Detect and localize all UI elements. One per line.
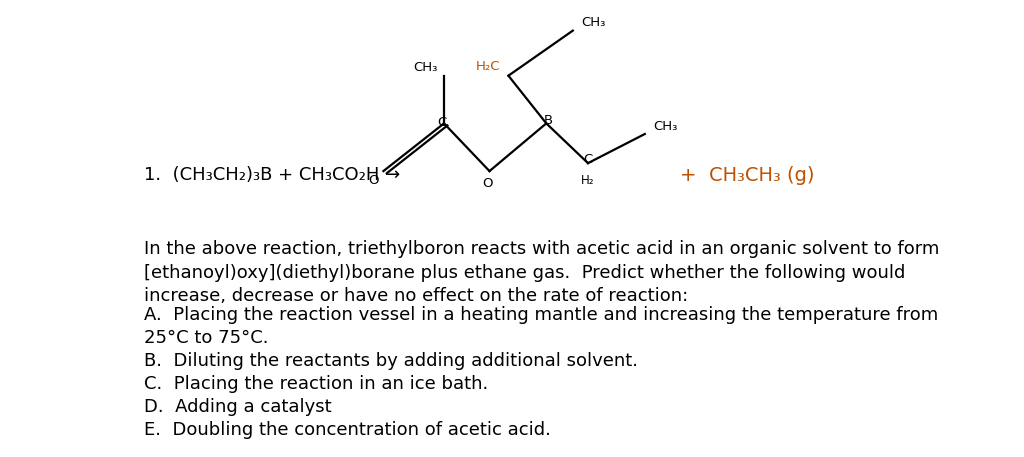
Text: In the above reaction, triethylboron reacts with acetic acid in an organic solve: In the above reaction, triethylboron rea… — [143, 239, 939, 258]
Text: [ethanoyl)oxy](diethyl)borane plus ethane gas.  Predict whether the following wo: [ethanoyl)oxy](diethyl)borane plus ethan… — [143, 264, 905, 282]
Text: CH₃: CH₃ — [413, 61, 437, 74]
Text: C: C — [437, 116, 446, 128]
Text: A.  Placing the reaction vessel in a heating mantle and increasing the temperatu: A. Placing the reaction vessel in a heat… — [143, 307, 938, 324]
Text: CH₃: CH₃ — [653, 120, 678, 133]
Text: E.  Doubling the concentration of acetic acid.: E. Doubling the concentration of acetic … — [143, 421, 551, 439]
Text: D.  Adding a catalyst: D. Adding a catalyst — [143, 398, 332, 416]
Text: +  CH₃CH₃ (g): + CH₃CH₃ (g) — [680, 166, 814, 185]
Text: H₂: H₂ — [582, 174, 595, 187]
Text: increase, decrease or have no effect on the rate of reaction:: increase, decrease or have no effect on … — [143, 287, 688, 305]
Text: O: O — [369, 174, 379, 187]
Text: B.  Diluting the reactants by adding additional solvent.: B. Diluting the reactants by adding addi… — [143, 352, 638, 370]
Text: H₂C: H₂C — [475, 60, 500, 73]
Text: C.  Placing the reaction in an ice bath.: C. Placing the reaction in an ice bath. — [143, 375, 488, 393]
Text: B: B — [544, 114, 553, 127]
Text: 25°C to 75°C.: 25°C to 75°C. — [143, 329, 268, 347]
Text: 1.  (CH₃CH₂)₃B + CH₃CO₂H →: 1. (CH₃CH₂)₃B + CH₃CO₂H → — [143, 166, 400, 184]
Text: CH₃: CH₃ — [582, 16, 606, 29]
Text: C: C — [584, 153, 593, 166]
Text: O: O — [482, 176, 493, 190]
